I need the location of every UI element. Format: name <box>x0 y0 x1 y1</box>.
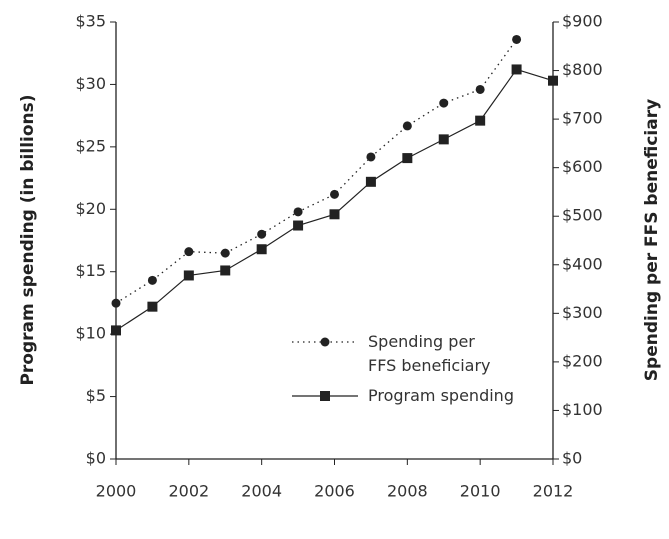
y-tick-label: $15 <box>75 261 106 280</box>
y-tick-label: $20 <box>75 199 106 218</box>
marker <box>293 220 304 231</box>
marker <box>512 34 522 44</box>
y2-tick-label: $700 <box>562 109 603 128</box>
y2-tick-label: $800 <box>562 60 603 79</box>
y2-axis-title: Spending per FFS beneficiary <box>642 99 662 381</box>
y-tick-label: $0 <box>86 449 106 468</box>
x-tick-label: 2008 <box>387 482 428 501</box>
marker <box>293 207 303 217</box>
x-tick-label: 2004 <box>241 482 282 501</box>
legend-label: Program spending <box>368 386 514 405</box>
legend-symbol <box>292 391 358 401</box>
x-tick-label: 2006 <box>314 482 355 501</box>
marker <box>147 275 157 285</box>
y2-tick-label: $500 <box>562 206 603 225</box>
y2-tick-label: $100 <box>562 400 603 419</box>
series-line <box>115 39 518 304</box>
marker <box>183 270 194 281</box>
y-tick-label: $30 <box>75 74 106 93</box>
x-tick-label: 2000 <box>96 482 137 501</box>
y2-tick-label: $400 <box>562 254 603 273</box>
y2-tick-label: $200 <box>562 351 603 370</box>
legend-symbol <box>292 337 358 347</box>
marker <box>365 176 376 187</box>
marker <box>366 152 376 162</box>
y-tick-label: $35 <box>75 12 106 31</box>
marker <box>439 98 449 108</box>
y-axis-title: Program spending (in billions) <box>18 94 38 385</box>
marker <box>256 244 267 255</box>
y2-tick-label: $900 <box>562 12 603 31</box>
y-tick-label: $10 <box>75 324 106 343</box>
marker <box>402 121 412 131</box>
x-tick-label: 2010 <box>460 482 501 501</box>
marker <box>511 64 522 75</box>
legend-item: Spending per FFS beneficiary <box>290 330 538 378</box>
marker <box>475 115 486 126</box>
marker <box>320 337 330 347</box>
y2-tick-label: $300 <box>562 303 603 322</box>
marker <box>320 391 330 401</box>
y-tick-label: $25 <box>75 136 106 155</box>
legend-item: Program spending <box>290 384 538 408</box>
marker <box>329 209 340 220</box>
marker <box>111 325 121 336</box>
y2-tick-label: $0 <box>562 449 582 468</box>
marker <box>548 75 558 86</box>
y2-tick-label: $600 <box>562 157 603 176</box>
series-line <box>115 68 554 331</box>
marker <box>257 229 267 239</box>
marker <box>220 248 230 258</box>
marker <box>402 153 413 164</box>
marker <box>184 247 194 257</box>
marker <box>220 265 231 276</box>
marker <box>111 298 121 308</box>
x-tick-label: 2012 <box>533 482 574 501</box>
marker <box>438 134 449 145</box>
marker <box>475 84 485 94</box>
marker <box>147 301 158 312</box>
y-tick-label: $5 <box>86 386 106 405</box>
x-tick-label: 2002 <box>168 482 209 501</box>
legend-label: Spending per FFS beneficiary <box>368 332 491 375</box>
legend: Spending per FFS beneficiary Program spen… <box>290 330 538 414</box>
marker <box>330 189 339 199</box>
